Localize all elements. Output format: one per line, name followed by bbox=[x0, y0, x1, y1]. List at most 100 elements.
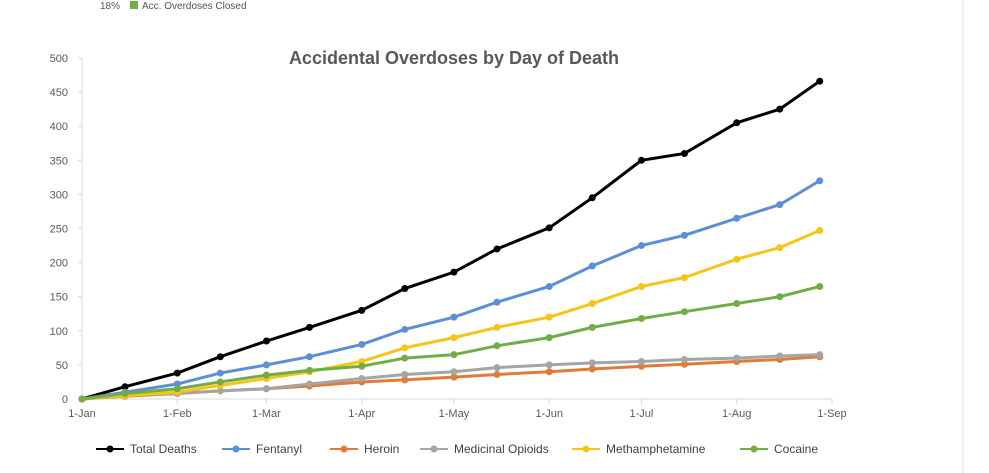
data-point bbox=[637, 282, 645, 290]
data-point bbox=[450, 334, 458, 342]
data-point bbox=[493, 364, 501, 372]
data-point bbox=[733, 300, 741, 308]
top-legend-pct: 18% bbox=[100, 1, 121, 12]
data-point bbox=[545, 334, 553, 342]
legend-label: Heroin bbox=[364, 442, 399, 456]
y-tick-label: 100 bbox=[50, 326, 68, 338]
series-medicinal-opioids bbox=[78, 351, 824, 403]
data-point bbox=[637, 156, 645, 164]
legend-label: Cocaine bbox=[774, 442, 818, 456]
data-point bbox=[121, 383, 129, 391]
data-point bbox=[776, 201, 784, 209]
y-tick-label: 200 bbox=[50, 258, 68, 270]
y-tick-label: 250 bbox=[50, 224, 68, 236]
data-point bbox=[680, 231, 688, 239]
legend-swatch bbox=[130, 1, 139, 9]
data-point bbox=[358, 362, 366, 370]
data-point bbox=[493, 370, 501, 378]
legend-item: Heroin bbox=[330, 442, 399, 456]
data-point bbox=[401, 370, 409, 378]
legend-label: Methamphetamine bbox=[606, 442, 706, 456]
data-point bbox=[816, 77, 824, 85]
series-line bbox=[81, 285, 821, 401]
data-point bbox=[545, 224, 553, 232]
x-tick-label: 1-Sep bbox=[817, 408, 846, 420]
data-point bbox=[545, 282, 553, 290]
data-point bbox=[493, 323, 501, 331]
top-legend-item: Acc. Overdoses Closed bbox=[130, 1, 247, 13]
data-point bbox=[680, 308, 688, 316]
data-point bbox=[733, 119, 741, 127]
y-tick-label: 500 bbox=[50, 53, 68, 65]
legend-item: Medicinal Opioids bbox=[420, 442, 549, 456]
data-point bbox=[305, 366, 313, 374]
data-point bbox=[733, 354, 741, 362]
panel-border bbox=[962, 0, 964, 473]
data-point bbox=[401, 325, 409, 333]
data-point bbox=[733, 255, 741, 263]
data-point bbox=[358, 306, 366, 314]
data-point bbox=[450, 351, 458, 359]
legend-marker bbox=[750, 445, 758, 453]
data-point bbox=[358, 375, 366, 383]
data-point bbox=[493, 245, 501, 253]
x-tick-label: 1-Jun bbox=[535, 408, 563, 420]
data-point bbox=[401, 344, 409, 352]
y-tick-label: 400 bbox=[50, 121, 68, 133]
x-tick-label: 1-Jan bbox=[68, 408, 96, 420]
data-point bbox=[173, 385, 181, 393]
data-point bbox=[305, 353, 313, 361]
data-point bbox=[733, 214, 741, 222]
series-fentanyl bbox=[78, 177, 824, 403]
data-point bbox=[493, 342, 501, 350]
series-cocaine bbox=[78, 282, 824, 403]
data-point bbox=[637, 315, 645, 323]
chart-title: Accidental Overdoses by Day of Death bbox=[289, 48, 619, 68]
y-tick-label: 300 bbox=[50, 189, 68, 201]
data-point bbox=[401, 354, 409, 362]
y-tick-label: 150 bbox=[50, 292, 68, 304]
data-point bbox=[588, 359, 596, 367]
data-point bbox=[680, 274, 688, 282]
legend-marker bbox=[430, 445, 438, 453]
data-point bbox=[588, 300, 596, 308]
data-point bbox=[816, 351, 824, 359]
data-point bbox=[450, 313, 458, 321]
data-point bbox=[305, 323, 313, 331]
data-point bbox=[493, 298, 501, 306]
data-point bbox=[262, 361, 270, 369]
data-point bbox=[588, 365, 596, 373]
data-point bbox=[173, 369, 181, 377]
legend-label: Total Deaths bbox=[130, 442, 197, 456]
series-heroin bbox=[78, 353, 824, 403]
data-point bbox=[401, 285, 409, 293]
data-point bbox=[776, 105, 784, 113]
data-point bbox=[776, 352, 784, 360]
x-tick-label: 1-May bbox=[439, 408, 470, 420]
series-line bbox=[81, 229, 821, 401]
data-point bbox=[816, 177, 824, 185]
data-point bbox=[305, 380, 313, 388]
legend-label: Medicinal Opioids bbox=[454, 442, 549, 456]
legend-marker bbox=[106, 445, 114, 453]
data-point bbox=[545, 361, 553, 369]
x-tick-label: 1-Mar bbox=[252, 408, 281, 420]
legend-label: Fentanyl bbox=[256, 442, 302, 456]
y-tick-label: 450 bbox=[50, 87, 68, 99]
legend-item: Fentanyl bbox=[222, 442, 302, 456]
data-point bbox=[401, 376, 409, 384]
x-tick-label: 1-Jul bbox=[630, 408, 654, 420]
data-point bbox=[262, 337, 270, 345]
y-tick-label: 350 bbox=[50, 155, 68, 167]
data-point bbox=[216, 353, 224, 361]
top-legend-label: Acc. Overdoses Closed bbox=[142, 1, 247, 12]
legend-marker bbox=[340, 445, 348, 453]
data-point bbox=[450, 368, 458, 376]
data-point bbox=[545, 313, 553, 321]
data-point bbox=[637, 242, 645, 250]
data-point bbox=[450, 373, 458, 381]
legend-item: Total Deaths bbox=[96, 442, 197, 456]
series-line bbox=[81, 79, 821, 401]
data-point bbox=[816, 282, 824, 290]
